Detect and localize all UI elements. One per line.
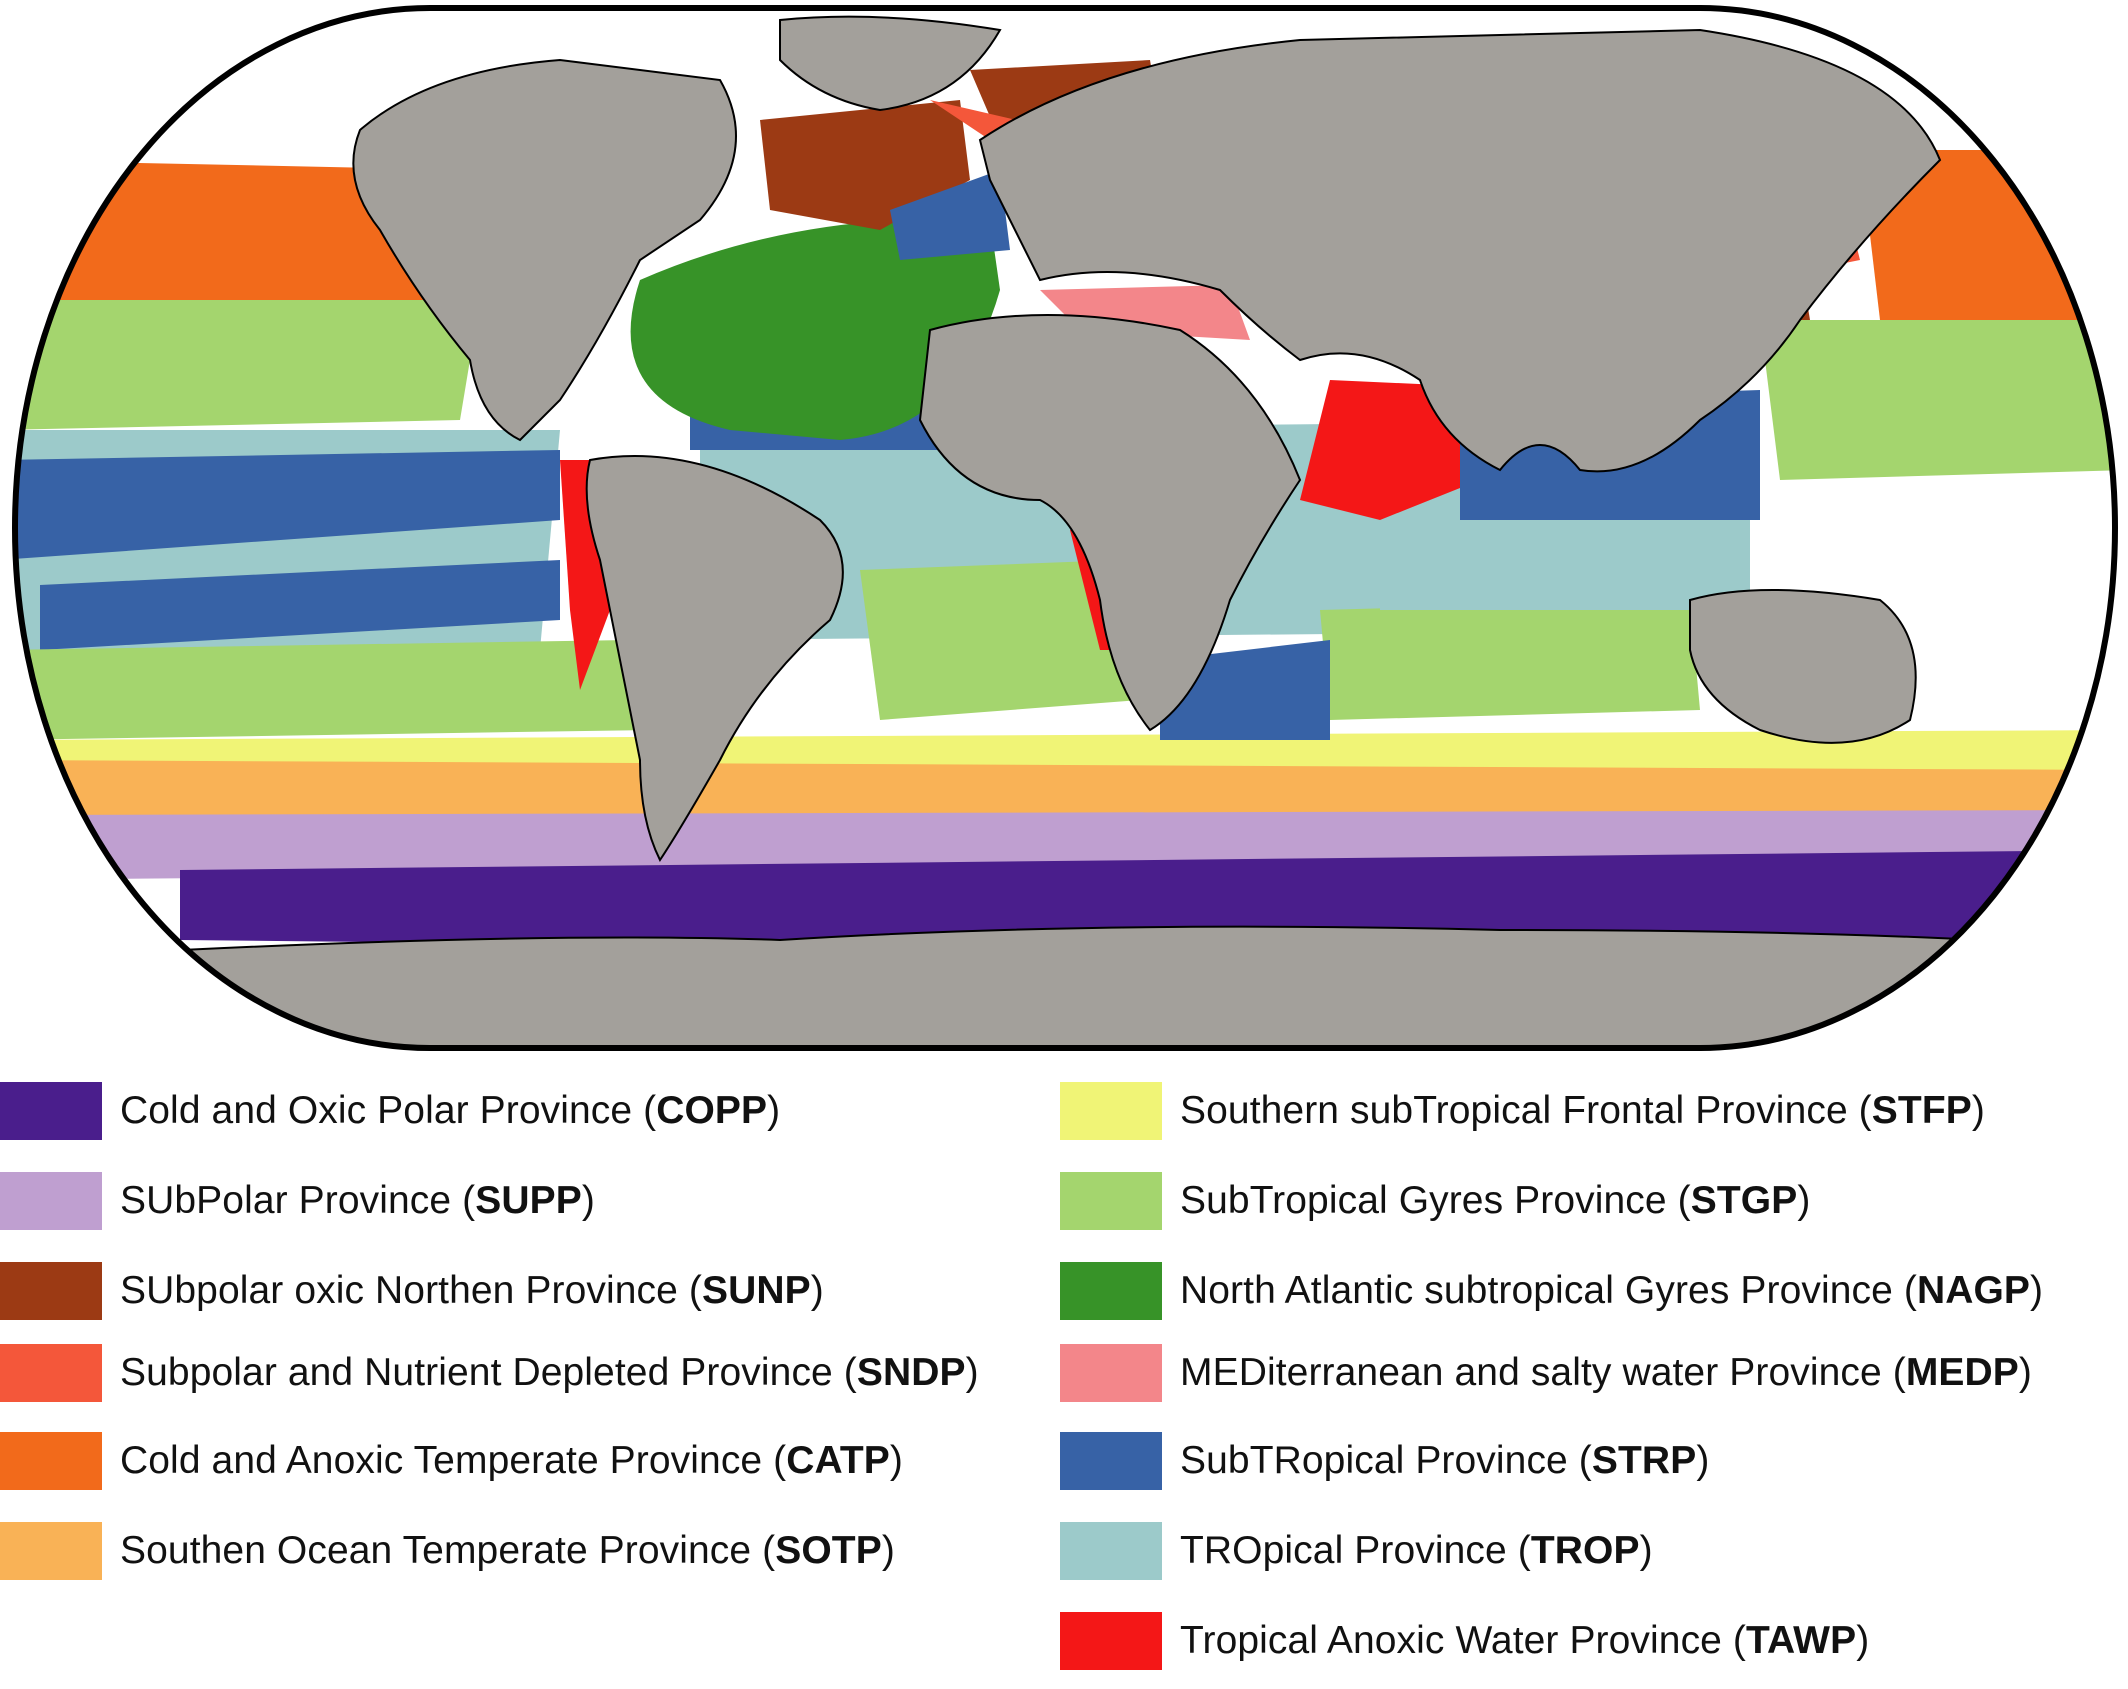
- legend-name: SUbpolar oxic Northen Province: [120, 1269, 678, 1312]
- legend-swatch-sunp: [0, 1262, 102, 1320]
- world-ocean-provinces-map: [12, 5, 2118, 1051]
- legend-swatch-tawp: [1060, 1612, 1162, 1670]
- legend-name: SUbPolar Province: [120, 1179, 452, 1222]
- nagp-north-atlantic: [630, 218, 1000, 440]
- legend-swatch-nagp: [1060, 1262, 1162, 1320]
- strp-subarctic-atlantic: [890, 170, 1010, 260]
- legend-name: Cold and Anoxic Temperate Province: [120, 1439, 763, 1482]
- legend-item-stfp: Southern subTropical Frontal Province (S…: [1060, 1080, 1985, 1142]
- legend-swatch-strp: [1060, 1432, 1162, 1490]
- legend-code: STFP: [1871, 1089, 1972, 1132]
- legend-label: SubTRopical Province (STRP): [1180, 1439, 1710, 1482]
- stgp-south-pacific-band: [15, 640, 650, 740]
- legend-item-tawp: Tropical Anoxic Water Province (TAWP): [1060, 1610, 1869, 1672]
- legend-item-nagp: North Atlantic subtropical Gyres Provinc…: [1060, 1260, 2043, 1322]
- strp-pacific-band: [15, 450, 560, 560]
- south-america-landmass: [585, 455, 844, 862]
- legend-name: TROpical Province: [1180, 1529, 1507, 1572]
- legend-item-sotp: Southen Ocean Temperate Province (SOTP): [0, 1520, 895, 1582]
- eurasia-landmass: [978, 28, 1942, 473]
- legend-swatch-catp: [0, 1432, 102, 1490]
- legend-code: TROP: [1530, 1529, 1640, 1572]
- antarctica-landmass: [15, 925, 2115, 1048]
- legend-code: COPP: [656, 1089, 768, 1132]
- legend-item-medp: MEDiterranean and salty water Province (…: [1060, 1342, 2032, 1404]
- legend-name: MEDiterranean and salty water Province: [1180, 1351, 1882, 1394]
- legend-label: North Atlantic subtropical Gyres Provinc…: [1180, 1269, 2044, 1312]
- legend-name: North Atlantic subtropical Gyres Provinc…: [1180, 1269, 1893, 1312]
- legend-swatch-stgp: [1060, 1172, 1162, 1230]
- stgp-south-atlantic: [860, 560, 1140, 720]
- legend-item-trop: TROpical Province (TROP): [1060, 1520, 1653, 1582]
- legend-label: Subpolar and Nutrient Depleted Province …: [120, 1351, 979, 1394]
- legend-code: NAGP: [1916, 1269, 2031, 1312]
- stgp-northwest-pacific-band: [1760, 320, 2115, 480]
- stgp-north-pacific-band: [15, 300, 480, 430]
- legend-name: SubTropical Gyres Province: [1180, 1179, 1667, 1222]
- legend-item-supp: SUbPolar Province (SUPP): [0, 1170, 595, 1232]
- legend-label: SubTropical Gyres Province (STGP): [1180, 1179, 1811, 1222]
- tawp-arabian-sea: [1300, 380, 1480, 520]
- legend-code: SUPP: [475, 1179, 582, 1222]
- strp-pacific-band-south: [40, 560, 560, 650]
- africa-landmass: [918, 314, 1302, 732]
- legend-label: Cold and Anoxic Temperate Province (CATP…: [120, 1439, 904, 1482]
- legend-swatch-stfp: [1060, 1082, 1162, 1140]
- legend-label: SUbpolar oxic Northen Province (SUNP): [120, 1269, 824, 1312]
- legend-swatch-supp: [0, 1172, 102, 1230]
- map-legend: Cold and Oxic Polar Province (COPP) SUbPo…: [0, 1080, 2128, 1689]
- legend-label: MEDiterranean and salty water Province (…: [1180, 1351, 2032, 1394]
- legend-name: SubTRopical Province: [1180, 1439, 1568, 1482]
- legend-name: Tropical Anoxic Water Province: [1180, 1619, 1722, 1662]
- legend-code: MEDP: [1905, 1351, 2019, 1394]
- legend-item-strp: SubTRopical Province (STRP): [1060, 1430, 1709, 1492]
- north-america-landmass: [352, 58, 737, 442]
- sunp-north-atlantic: [760, 100, 970, 230]
- legend-swatch-medp: [1060, 1344, 1162, 1402]
- legend-swatch-sotp: [0, 1522, 102, 1580]
- legend-code: STGP: [1690, 1179, 1798, 1222]
- legend-swatch-sndp: [0, 1344, 102, 1402]
- legend-label: Southen Ocean Temperate Province (SOTP): [120, 1529, 895, 1572]
- legend-name: Southern subTropical Frontal Province: [1180, 1089, 1848, 1132]
- map-frame: [12, 5, 2118, 1051]
- legend-swatch-copp: [0, 1082, 102, 1140]
- legend-code: TAWP: [1746, 1619, 1857, 1662]
- legend-swatch-trop: [1060, 1522, 1162, 1580]
- legend-code: CATP: [786, 1439, 890, 1482]
- legend-item-copp: Cold and Oxic Polar Province (COPP): [0, 1080, 780, 1142]
- legend-code: SUNP: [701, 1269, 811, 1312]
- legend-item-stgp: SubTropical Gyres Province (STGP): [1060, 1170, 1810, 1232]
- legend-item-sunp: SUbpolar oxic Northen Province (SUNP): [0, 1260, 824, 1322]
- trop-central-indian: [1380, 530, 1700, 610]
- legend-label: Cold and Oxic Polar Province (COPP): [120, 1089, 781, 1132]
- legend-name: Southen Ocean Temperate Province: [120, 1529, 752, 1572]
- legend-code: SNDP: [856, 1351, 966, 1394]
- legend-label: Southern subTropical Frontal Province (S…: [1180, 1089, 1985, 1132]
- legend-name: Subpolar and Nutrient Depleted Province: [120, 1351, 833, 1394]
- greenland-landmass: [779, 15, 1002, 112]
- legend-item-sndp: Subpolar and Nutrient Depleted Province …: [0, 1342, 979, 1404]
- legend-label: SUbPolar Province (SUPP): [120, 1179, 595, 1222]
- australia-landmass: [1689, 589, 1917, 744]
- stgp-south-indian: [1320, 600, 1700, 720]
- legend-label: TROpical Province (TROP): [1180, 1529, 1653, 1572]
- legend-code: SOTP: [775, 1529, 882, 1572]
- legend-name: Cold and Oxic Polar Province: [120, 1089, 633, 1132]
- legend-code: STRP: [1591, 1439, 1697, 1482]
- legend-item-catp: Cold and Anoxic Temperate Province (CATP…: [0, 1430, 903, 1492]
- legend-label: Tropical Anoxic Water Province (TAWP): [1180, 1619, 1870, 1662]
